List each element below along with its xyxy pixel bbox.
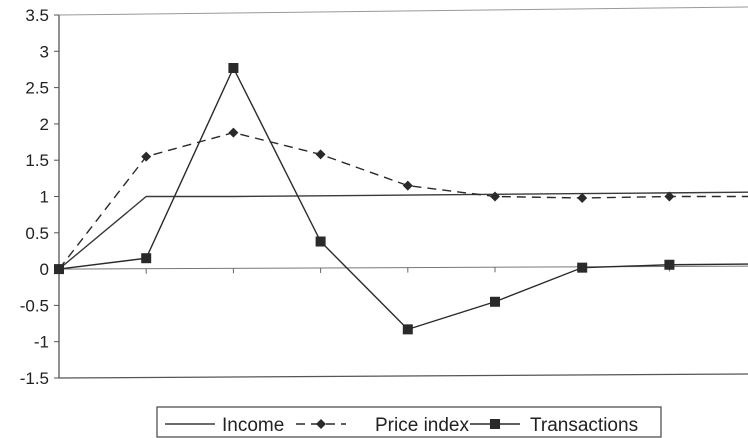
series xyxy=(54,62,748,335)
y-tick-label: -0.5 xyxy=(20,296,49,315)
legend-box xyxy=(156,406,662,438)
price-index-point xyxy=(315,149,326,160)
transactions-point xyxy=(664,259,675,270)
price-index-point xyxy=(490,191,500,202)
y-tick-labels: 3.5 3 2.5 2 1.5 1 0.5 0 -0.5 -1 -1.5 xyxy=(20,6,59,388)
legend-label-price-index: Price index xyxy=(375,415,469,436)
transactions-point xyxy=(490,296,500,307)
price-index-point xyxy=(228,127,239,138)
y-tick-label: 3 xyxy=(40,42,49,61)
transactions-point xyxy=(402,324,413,335)
plot-bottom-border xyxy=(58,373,748,379)
y-tick-label: -1.5 xyxy=(20,369,49,388)
income-line xyxy=(58,191,748,270)
price-index-point xyxy=(664,191,675,202)
price-index-point xyxy=(577,192,588,203)
legend-marker-price-index xyxy=(316,419,326,429)
transactions-point xyxy=(315,236,326,247)
price-index-point xyxy=(402,180,413,191)
transactions-point xyxy=(54,264,64,275)
transactions-point xyxy=(577,262,588,273)
x-axis-zero-line xyxy=(58,265,748,270)
y-tick-label: 2 xyxy=(40,115,49,134)
y-tick-label: 0.5 xyxy=(25,224,49,243)
transactions-point xyxy=(141,253,152,264)
transactions-point xyxy=(228,62,239,73)
y-tick-label: 1 xyxy=(40,188,49,207)
y-tick-label: 1.5 xyxy=(25,151,49,170)
y-tick-label: -1 xyxy=(34,333,49,352)
y-tick-label: 0 xyxy=(40,260,49,279)
y-tick-label: 2.5 xyxy=(25,79,49,98)
legend-label-transactions: Transactions xyxy=(530,415,638,436)
legend-label-income: Income xyxy=(222,415,284,436)
legend-marker-transactions xyxy=(490,419,500,429)
price-index-line xyxy=(58,131,748,270)
legend: Income Price index Transactions xyxy=(156,406,662,438)
transactions-line xyxy=(58,66,748,331)
y-tick-label: 3.5 xyxy=(25,6,49,25)
plot-top-border xyxy=(58,6,748,16)
price-index-point xyxy=(141,151,152,162)
